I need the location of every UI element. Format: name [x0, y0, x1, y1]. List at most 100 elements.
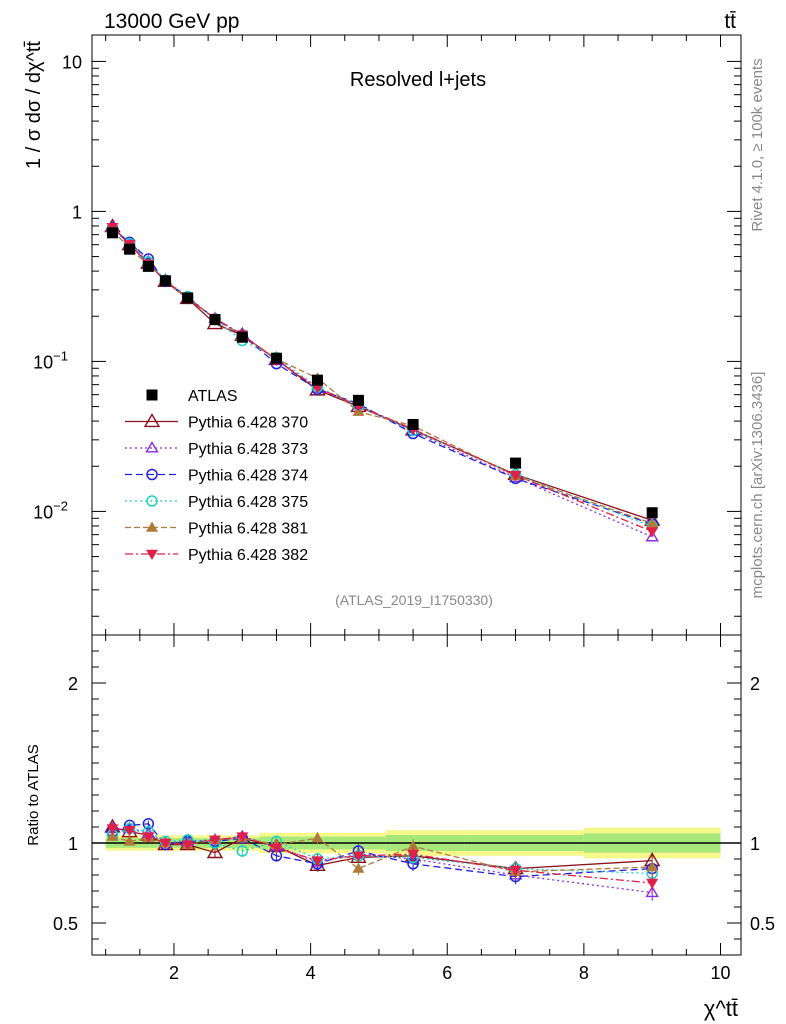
legend-marker	[146, 549, 158, 560]
series-line	[112, 226, 653, 538]
series-point	[646, 517, 659, 528]
legend-entry: Pythia 6.428 374	[125, 468, 308, 485]
legend-entry: Pythia 6.428 382	[125, 547, 308, 564]
atlas-data-point	[270, 352, 282, 364]
legend-entry: ATLAS	[146, 388, 238, 405]
ratio-point	[123, 835, 136, 846]
atlas-data-point	[352, 394, 364, 406]
legend-marker	[143, 413, 161, 428]
ratio-point	[309, 857, 326, 871]
x-axis-label: χ^tt̄	[704, 996, 738, 1021]
ratio-tick-label-right: 2	[750, 674, 760, 694]
legend-label: Pythia 6.428 374	[188, 468, 308, 485]
legend-label: Pythia 6.428 373	[188, 441, 308, 458]
series-point	[311, 383, 324, 394]
series-pythia-6.428-373	[105, 220, 659, 542]
ratio-point	[311, 832, 324, 843]
analysis-watermark: (ATLAS_2019_I1750330)	[335, 592, 493, 608]
x-tick-label: 6	[442, 963, 452, 983]
ratio-tick-label-right: 0.5	[750, 914, 775, 934]
legend-label: Pythia 6.428 382	[188, 547, 308, 564]
y-tick-label: 10−2	[33, 498, 68, 522]
ratio-point	[206, 844, 224, 859]
legend-marker	[146, 468, 158, 481]
x-tick-label: 2	[169, 963, 179, 983]
atlas-data-point	[510, 457, 522, 469]
ratio-point	[236, 845, 249, 857]
atlas-data-point	[209, 314, 221, 326]
ratio-tick-label-right: 1	[750, 834, 760, 854]
energy-label: 13000 GeV pp	[104, 10, 239, 33]
ratio-plot-frame	[91, 634, 742, 956]
ratio-point	[106, 824, 119, 835]
legend-label: Pythia 6.428 375	[188, 494, 308, 511]
ratio-tick-label: 1	[68, 834, 78, 854]
atlas-data-point	[236, 331, 248, 343]
main-plot-frame	[91, 34, 742, 636]
legend-marker	[145, 441, 159, 453]
legend-entry: Pythia 6.428 370	[125, 413, 308, 432]
ratio-point	[311, 856, 324, 867]
ratio-tick-label: 2	[68, 674, 78, 694]
atlas-data-point	[182, 292, 194, 304]
rivet-version-label: Rivet 4.1.0, ≥ 100k events	[749, 58, 766, 231]
series-pythia-6.428-382	[106, 222, 659, 538]
atlas-data-point	[106, 227, 118, 239]
atlas-data-point	[407, 418, 419, 430]
legend-entry: Pythia 6.428 375	[125, 494, 308, 511]
ratio-point	[208, 835, 221, 846]
x-tick-label: 4	[306, 963, 316, 983]
legend-marker	[146, 521, 158, 532]
atlas-data-point	[142, 260, 154, 272]
ratio-point	[236, 832, 249, 843]
ratio-point	[106, 830, 119, 841]
atlas-data-point	[646, 507, 658, 519]
ratio-point	[123, 826, 136, 837]
ratio-point	[270, 843, 283, 854]
ratio-point	[645, 885, 659, 898]
legend: ATLAS Pythia 6.428 370 Pythia 6.428 373 Pyt…	[125, 388, 308, 564]
series-atlas	[106, 227, 658, 519]
ratio-point	[646, 878, 659, 889]
legend-label: Pythia 6.428 381	[188, 521, 308, 538]
series-point	[509, 471, 522, 482]
y-tick-label: 10−1	[33, 348, 68, 372]
ratio-point	[159, 838, 172, 849]
atlas-data-point	[159, 275, 171, 287]
mcplots-label: mcplots.cern.ch [arXiv:1306.3436]	[749, 372, 766, 599]
atlas-data-point	[124, 243, 136, 255]
legend-marker	[146, 495, 158, 507]
legend-label: ATLAS	[188, 388, 238, 405]
ratio-point	[407, 850, 420, 861]
series-point	[645, 530, 659, 542]
ratio-point	[407, 840, 420, 851]
atlas-data-point	[311, 374, 323, 386]
x-tick-label: 8	[579, 963, 589, 983]
main-series-group	[104, 218, 661, 542]
x-tick-label: 10	[710, 963, 730, 983]
y-tick-label: 10	[62, 52, 82, 72]
chart-title: Resolved l+jets	[350, 69, 486, 91]
ratio-point	[352, 862, 365, 873]
ratio-point	[352, 851, 365, 862]
legend-entry: Pythia 6.428 373	[125, 441, 308, 458]
ratio-point	[142, 832, 155, 843]
ratio-tick-label: 0.5	[53, 914, 78, 934]
y-axis-label: 1 / σ dσ / dχ^tt̄	[23, 41, 45, 169]
legend-label: Pythia 6.428 370	[188, 415, 308, 432]
ratio-series-group	[104, 818, 661, 901]
ratio-point	[646, 861, 659, 872]
ratio-point	[509, 866, 522, 877]
series-point	[646, 527, 659, 538]
series-line	[112, 226, 653, 533]
y-tick-label: 1	[72, 202, 82, 222]
legend-marker	[146, 389, 158, 401]
ratio-axis-label: Ratio to ATLAS	[25, 744, 42, 845]
legend-entry: Pythia 6.428 381	[125, 521, 308, 538]
process-label: tt̄	[724, 10, 736, 33]
axis-ticks: 2 4 6 8 10 10−2 10−1 1 10 0.5 0.5 1 1 2 2	[33, 35, 775, 983]
ratio-series-pythia-6.428-382	[106, 824, 659, 892]
ratio-point	[181, 840, 194, 851]
series-pythia-6.428-375	[106, 223, 658, 533]
